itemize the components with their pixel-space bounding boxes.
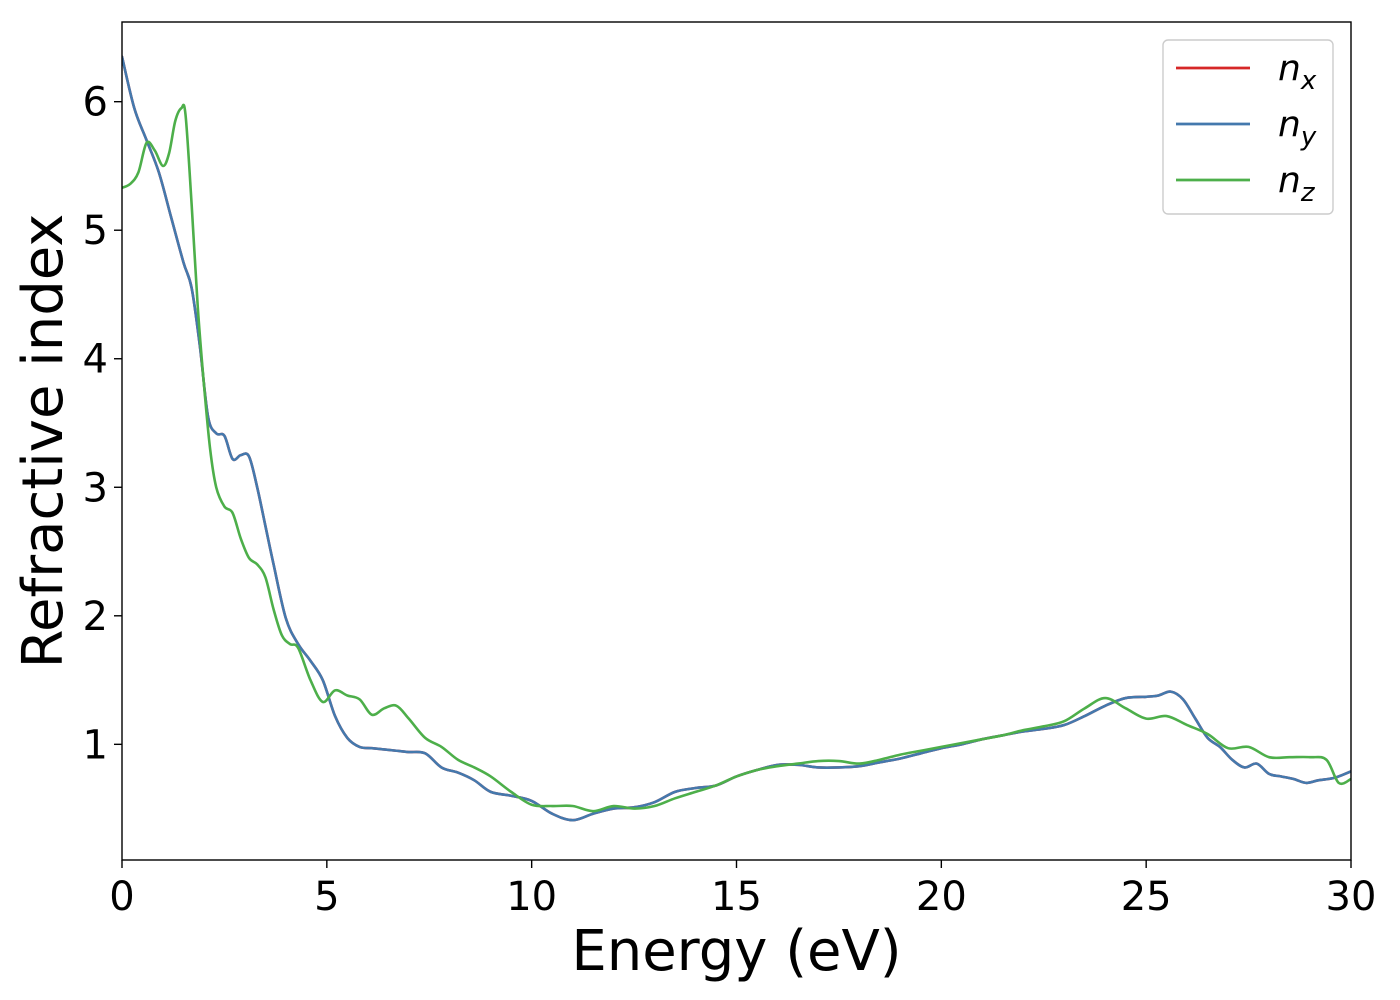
x-axis-label: Energy (eV) — [571, 919, 901, 984]
y-tick-label: 1 — [83, 722, 108, 768]
series-line-nz — [122, 103, 1351, 813]
y-axis-label: Refractive index — [11, 214, 76, 669]
x-tick-label: 5 — [314, 874, 339, 920]
legend-frame — [1162, 39, 1334, 215]
series-line-ny — [122, 55, 1351, 822]
y-axis-ticks: 1 2 3 4 5 6 — [83, 80, 122, 768]
y-tick-label: 5 — [83, 208, 108, 254]
x-tick-label: 30 — [1326, 874, 1377, 920]
x-tick-label: 20 — [916, 874, 967, 920]
y-tick-label: 3 — [83, 465, 108, 511]
series-layer — [122, 55, 1351, 822]
y-tick-label: 2 — [83, 594, 108, 640]
x-tick-label: 0 — [109, 874, 134, 920]
y-tick-label: 6 — [83, 80, 108, 126]
y-tick-label: 4 — [83, 337, 108, 383]
x-tick-label: 10 — [506, 874, 557, 920]
x-tick-label: 25 — [1121, 874, 1172, 920]
x-axis-ticks: 0 5 10 15 20 25 30 — [109, 860, 1376, 920]
x-tick-label: 15 — [711, 874, 762, 920]
